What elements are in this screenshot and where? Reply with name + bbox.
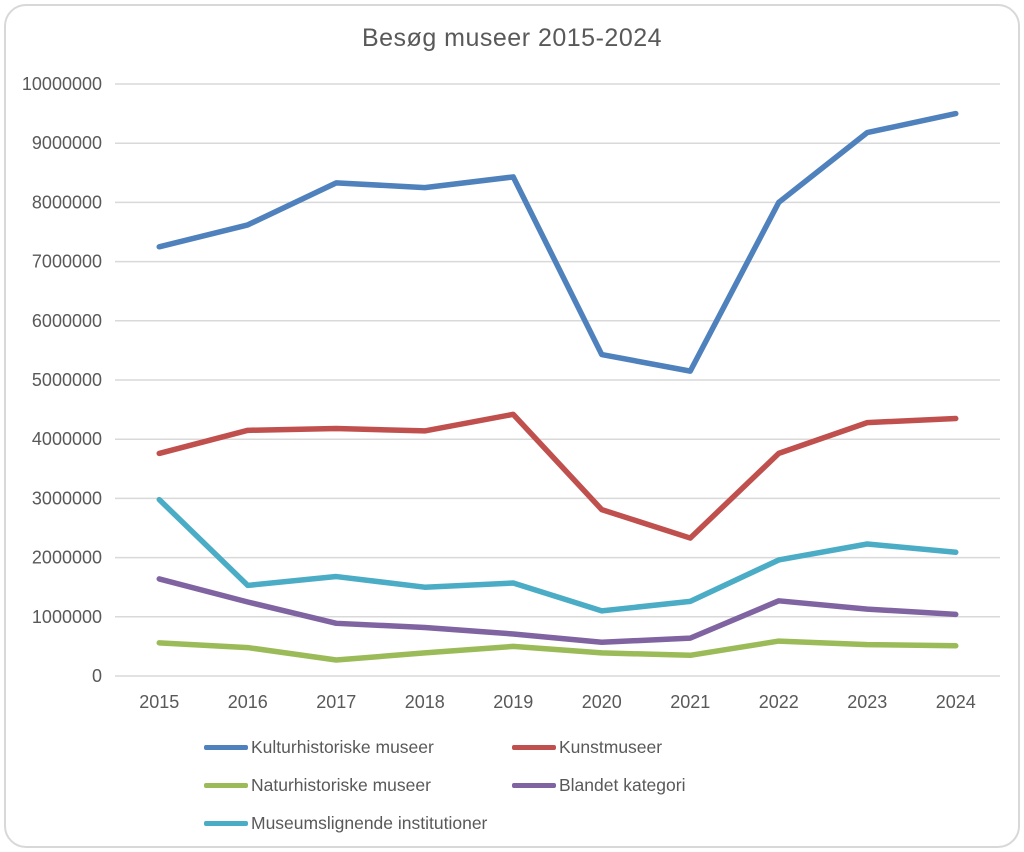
legend-swatch-museumslignende-institutioner <box>204 820 248 826</box>
series-line-kulturhistoriske-museer <box>156 110 959 374</box>
legend-label: Museumslignende institutioner <box>251 812 488 833</box>
legend-item-kulturhistoriske-museer: Kulturhistoriske museer <box>204 736 512 758</box>
y-axis-tick-label: 4000000 <box>32 429 102 449</box>
y-axis-tick-label: 1000000 <box>32 607 102 627</box>
y-axis-tick-label: 2000000 <box>32 548 102 568</box>
y-axis-tick-label: 0 <box>92 666 102 686</box>
y-axis-tick-label: 3000000 <box>32 488 102 508</box>
x-axis-tick-label: 2018 <box>405 692 445 712</box>
series-line-kunstmuseer <box>156 411 959 541</box>
x-axis-tick-label: 2015 <box>139 692 179 712</box>
legend-label: Kunstmuseer <box>559 736 663 757</box>
x-axis-tick-label: 2021 <box>670 692 710 712</box>
legend-label: Kulturhistoriske museer <box>251 736 434 757</box>
y-axis-tick-label: 6000000 <box>32 311 102 331</box>
legend-label: Blandet kategori <box>559 774 686 795</box>
x-axis-tick-label: 2024 <box>936 692 976 712</box>
y-axis-tick-label: 5000000 <box>32 370 102 390</box>
legend-swatch-kulturhistoriske-museer <box>204 744 248 750</box>
legend-swatch-naturhistoriske-museer <box>204 782 248 788</box>
legend-swatch-kunstmuseer <box>512 744 556 750</box>
y-axis-tick-label: 9000000 <box>32 133 102 153</box>
legend-item-museumslignende-institutioner: Museumslignende institutioner <box>204 812 512 834</box>
series-line-naturhistoriske-museer <box>156 638 959 663</box>
x-axis-tick-label: 2020 <box>582 692 622 712</box>
legend-label: Naturhistoriske museer <box>251 774 431 795</box>
x-axis-tick-label: 2019 <box>493 692 533 712</box>
x-axis-tick-label: 2022 <box>759 692 799 712</box>
y-axis-tick-label: 8000000 <box>32 192 102 212</box>
legend-item-naturhistoriske-museer: Naturhistoriske museer <box>204 774 512 796</box>
x-axis-tick-label: 2023 <box>847 692 887 712</box>
x-axis-tick-label: 2017 <box>316 692 356 712</box>
x-axis-tick-label: 2016 <box>228 692 268 712</box>
series-line-blandet-kategori <box>156 576 959 646</box>
legend-swatch-blandet-kategori <box>512 782 556 788</box>
y-axis-tick-label: 10000000 <box>22 74 102 94</box>
series-line-museumslignende-institutioner <box>156 496 959 614</box>
legend-item-kunstmuseer: Kunstmuseer <box>512 736 685 758</box>
y-axis-tick-label: 7000000 <box>32 252 102 272</box>
legend-item-blandet-kategori: Blandet kategori <box>512 774 685 796</box>
legend: Kulturhistoriske museer Kunstmuseer Naturh… <box>204 736 685 834</box>
chart-title: Besøg museer 2015-2024 <box>361 24 663 52</box>
